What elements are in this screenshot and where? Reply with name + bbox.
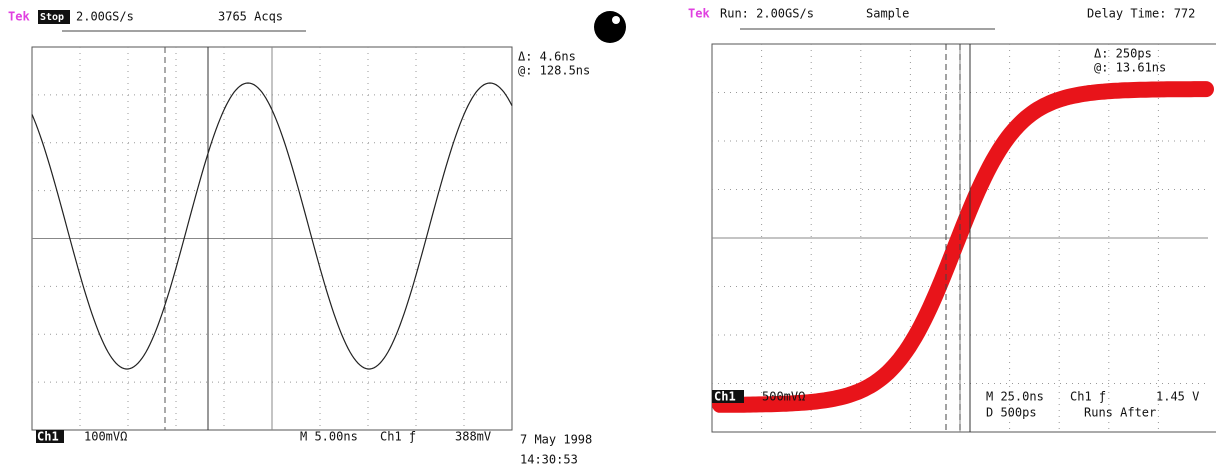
- date: 7 May 1998: [520, 433, 592, 447]
- channel: Ch1: [37, 430, 59, 444]
- readout-delta: Δ: 4.6ns: [518, 50, 576, 64]
- trigger: Ch1 ƒ: [1070, 390, 1106, 404]
- timebase: M 25.0ns: [986, 390, 1044, 404]
- mode: Sample: [866, 7, 909, 21]
- grid: [32, 47, 512, 430]
- right-scope: Tek Run: 2.00GS/s Sample Delay Time: 772…: [688, 7, 1216, 433]
- brand: Tek: [688, 7, 710, 21]
- delay-time: Delay Time: 772: [1087, 7, 1195, 21]
- runs: Runs After: [1084, 406, 1156, 420]
- level: 1.45 V: [1156, 390, 1199, 404]
- status: Run: 2.00GS/s: [720, 7, 814, 21]
- acq-indicator: [594, 11, 626, 43]
- mode: Stop: [40, 12, 64, 23]
- waveform: [720, 89, 1206, 405]
- acqs: 3765 Acqs: [218, 10, 283, 24]
- delay: D 500ps: [986, 406, 1037, 420]
- readout-delta: Δ: 250ps: [1094, 47, 1152, 61]
- scale: 100mVΩ: [84, 430, 127, 444]
- channel: Ch1: [714, 390, 736, 404]
- timebase: M 5.00ns: [300, 430, 358, 444]
- readout-at: @: 13.61ns: [1094, 61, 1166, 75]
- readout-at: @: 128.5ns: [518, 64, 590, 78]
- left-scope: Tek Stop 2.00GS/s 3765 Acqs Δ: 4.6ns @: …: [8, 10, 626, 467]
- scale: 500mVΩ: [762, 390, 805, 404]
- time: 14:30:53: [520, 453, 578, 467]
- rate: 2.00GS/s: [76, 10, 134, 24]
- brand: Tek: [8, 10, 30, 24]
- level: 388mV: [455, 430, 491, 444]
- acq-indicator-dot: [612, 16, 620, 24]
- screen: Tek Stop 2.00GS/s 3765 Acqs Δ: 4.6ns @: …: [0, 0, 1216, 468]
- trigger: Ch1 ƒ: [380, 430, 416, 444]
